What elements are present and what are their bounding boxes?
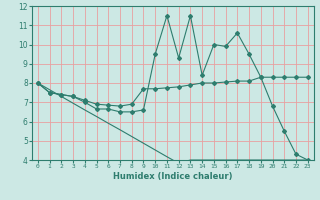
X-axis label: Humidex (Indice chaleur): Humidex (Indice chaleur) — [113, 172, 233, 181]
